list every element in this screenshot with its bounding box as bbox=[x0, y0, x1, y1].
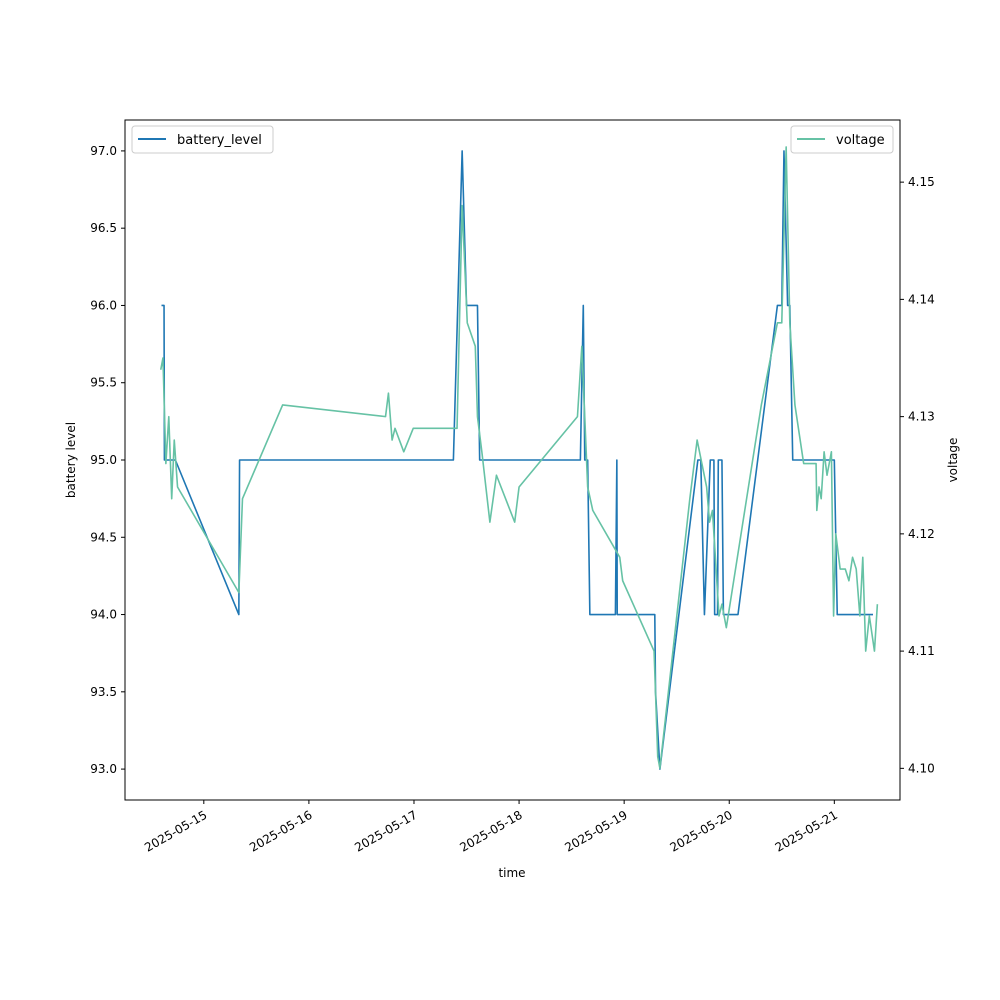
legend-box bbox=[131, 125, 274, 154]
y-tick-label: 94.5 bbox=[90, 530, 117, 544]
y-tick-label: 95.5 bbox=[90, 376, 117, 390]
y2-tick-label: 4.15 bbox=[908, 175, 935, 189]
series-layer bbox=[159, 146, 879, 770]
legend-battery-level: battery_level bbox=[131, 125, 274, 154]
legend-voltage: voltage bbox=[790, 125, 894, 154]
legend-box bbox=[790, 125, 894, 154]
y-tick-label: 96.0 bbox=[90, 298, 117, 312]
y-tick-label: 94.0 bbox=[90, 608, 117, 622]
y-tick-label: 96.5 bbox=[90, 221, 117, 235]
x-axis-label: time bbox=[498, 866, 525, 880]
y-tick-label: 93.5 bbox=[90, 685, 117, 699]
y2-tick-label: 4.12 bbox=[908, 527, 935, 541]
y2-axis-label: voltage bbox=[946, 438, 960, 483]
y2-tick-label: 4.10 bbox=[908, 761, 935, 775]
series-line-voltage bbox=[159, 146, 879, 770]
y-axis-label: battery level bbox=[64, 422, 78, 498]
y2-tick-label: 4.11 bbox=[908, 644, 935, 658]
y-tick-label: 95.0 bbox=[90, 453, 117, 467]
series-line-battery-level bbox=[161, 150, 873, 770]
y-tick-label: 93.0 bbox=[90, 762, 117, 776]
legend-label-voltage: voltage bbox=[836, 133, 885, 148]
legend-label-battery-level: battery_level bbox=[177, 133, 262, 148]
y2-tick-label: 4.13 bbox=[908, 410, 935, 424]
y2-tick-label: 4.14 bbox=[908, 292, 935, 306]
y-tick-label: 97.0 bbox=[90, 144, 117, 158]
